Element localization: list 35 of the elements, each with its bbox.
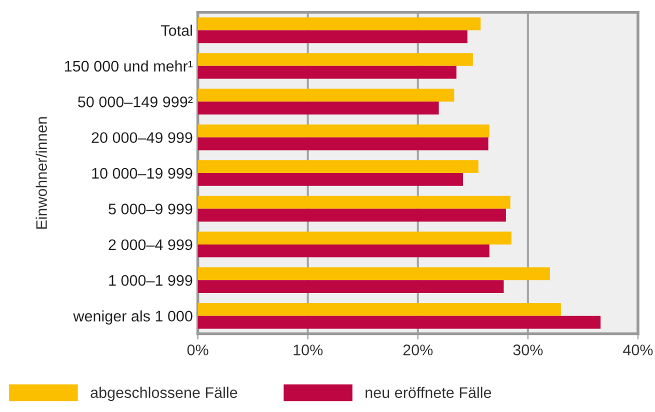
bar <box>198 303 561 316</box>
bar <box>198 267 550 280</box>
legend-label: abgeschlossene Fälle <box>90 386 238 402</box>
y-tick-label: weniger als 1 000 <box>73 310 192 325</box>
bar <box>198 102 439 114</box>
y-tick-label: 50 000–149 999² <box>78 96 193 108</box>
bar <box>198 88 454 102</box>
bar <box>198 124 490 138</box>
y-tick-label: 5 000–9 999 <box>108 204 192 214</box>
bar <box>198 30 468 44</box>
bar <box>198 160 478 174</box>
y-tick-label: 10 000–19 999 <box>92 168 192 179</box>
bar <box>198 196 510 209</box>
x-tick-label: 10% <box>294 344 323 356</box>
y-tick-label: 1 000–1 999 <box>109 275 192 286</box>
bar <box>198 208 506 222</box>
y-axis-title: Einwohner/innen <box>36 117 47 229</box>
bar <box>198 17 481 30</box>
x-tick-label: 20% <box>403 344 433 356</box>
x-tick-label: 40% <box>623 344 653 356</box>
y-tick-label: 150 000 und mehr¹ <box>65 60 193 72</box>
y-tick-label: Total <box>161 24 192 36</box>
bar <box>198 280 504 294</box>
x-tick-label: 0% <box>187 344 208 356</box>
x-tick-label: 30% <box>513 344 543 356</box>
bar <box>198 232 512 244</box>
bar <box>198 316 601 329</box>
legend-label: neu eröffnete Fälle <box>366 386 492 398</box>
y-tick-label: 20 000–49 999 <box>92 132 192 144</box>
bar <box>198 173 464 186</box>
bar <box>198 137 488 150</box>
bar <box>198 244 490 258</box>
y-tick-label: 2 000–4 999 <box>108 239 192 250</box>
bar <box>198 66 456 79</box>
bar <box>198 53 473 66</box>
